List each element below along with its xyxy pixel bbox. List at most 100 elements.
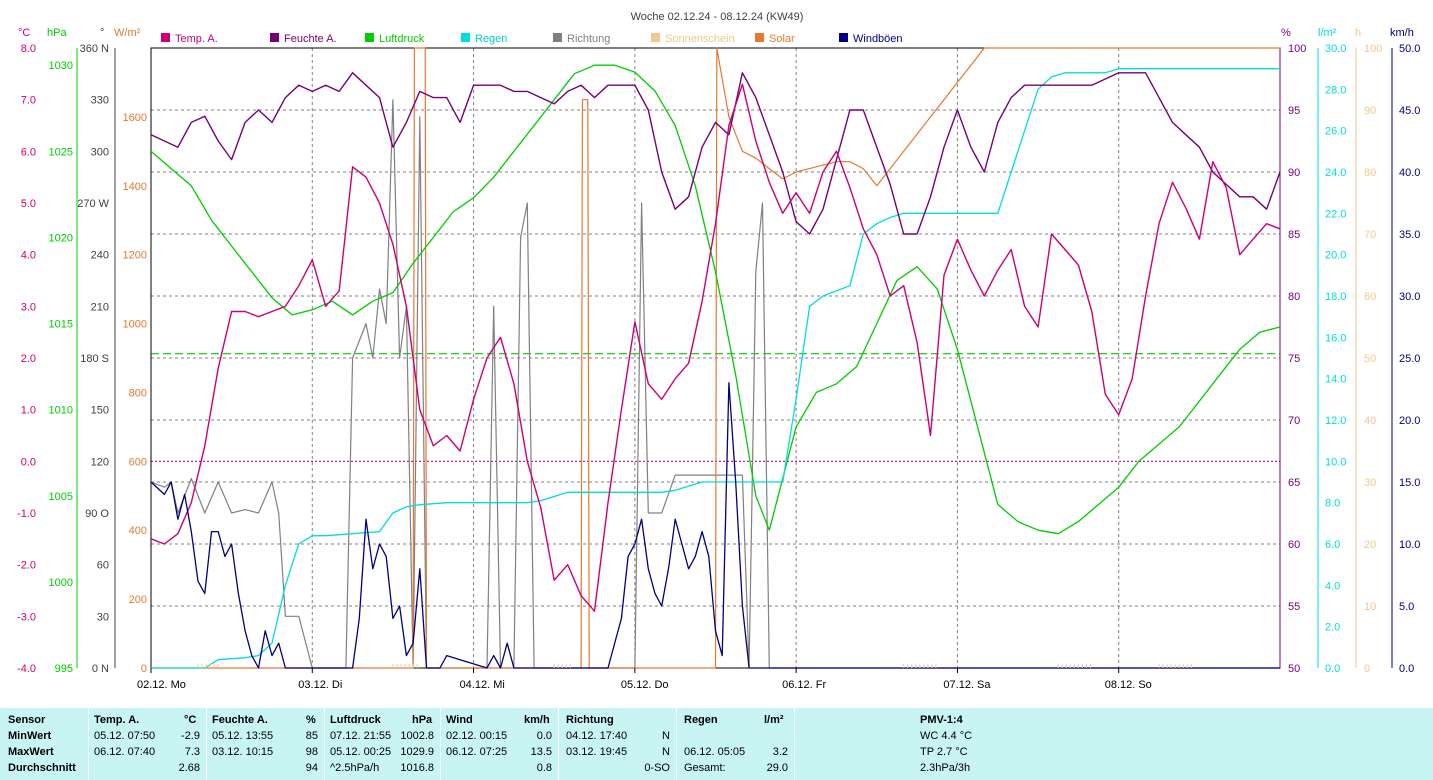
- sensor-header: Sensor: [8, 714, 46, 726]
- pmv-trend: 2.3hPa/3h: [920, 762, 971, 774]
- legend-label-pressure: Luftdruck: [379, 33, 425, 45]
- x-tick-label: 05.12. Do: [621, 679, 669, 691]
- pressure-min-time: 07.12. 21:55: [330, 730, 392, 742]
- pmv-header: PMV-1:4: [920, 714, 963, 726]
- rain-unit: l/m²: [764, 714, 784, 726]
- solar-tick-label: 1400: [123, 181, 147, 193]
- temp-tick-label: -3.0: [17, 611, 36, 623]
- pressure-line: [150, 64, 1281, 535]
- pressure-tick-label: 1020: [49, 232, 73, 244]
- direction-min-time: 04.12. 17:40: [566, 730, 628, 742]
- pressure-average: 1016.8: [400, 762, 434, 774]
- sunshine-tick-label: 40: [1364, 415, 1376, 427]
- gust-tick-label: 20.0: [1399, 415, 1420, 427]
- rain-tick-label: 24.0: [1325, 167, 1346, 179]
- rain-tick-label: 4.0: [1325, 580, 1340, 592]
- x-axis-ticks: 02.12. Mo 03.12. Di 04.12. Mi 05.12. Do 06.1…: [137, 668, 1152, 691]
- rain-header: Regen: [684, 714, 718, 726]
- legend-swatch-pressure: [365, 33, 374, 42]
- sunshine-tick-label: 70: [1364, 229, 1376, 241]
- pmv-block: PMV-1:4 WC 4.4 °C TP 2.7 °C 2.3hPa/3h: [794, 708, 1433, 780]
- humidity-max-value: 98: [305, 746, 318, 758]
- temp-max-time: 06.12. 07:40: [94, 746, 156, 758]
- wind-unit: km/h: [524, 714, 550, 726]
- wind-block: Wind km/h 02.12. 00:15 0.0 06.12. 07:25 …: [440, 708, 559, 780]
- solar-tick-label: 0: [141, 663, 147, 675]
- x-tick-label: 02.12. Mo: [137, 679, 186, 691]
- pressure-tick-label: 1005: [49, 491, 73, 503]
- temp-tick-label: 8.0: [21, 43, 36, 55]
- rain-tick-label: 10.0: [1325, 456, 1346, 468]
- rain-tick-label: 14.0: [1325, 374, 1346, 386]
- temp-tick-label: 3.0: [21, 301, 36, 313]
- temp-tick-label: 0.0: [21, 456, 36, 468]
- direction-tick-label: 30: [97, 611, 109, 623]
- x-tick-label: 06.12. Fr: [782, 679, 826, 691]
- pressure-max-time: 05.12. 00:25: [330, 746, 392, 758]
- direction-tick-label: 150: [91, 405, 109, 417]
- legend-label-humidity: Feuchte A.: [284, 33, 337, 45]
- gust-tick-label: 35.0: [1399, 229, 1420, 241]
- pressure-unit-label: hPa: [47, 27, 67, 39]
- axes: 8.0 7.0 6.0 5.0 4.0 3.0 2.0 1.0 0.0 -1.0 -2.0 -3.0 -…: [17, 43, 1420, 675]
- direction-block: Richtung 04.12. 17:40 N 03.12. 19:45 N 0…: [558, 708, 677, 780]
- pressure-tick-label: 1025: [49, 146, 73, 158]
- temp-average: 2.68: [178, 762, 200, 774]
- chart-title: Woche 02.12.24 - 08.12.24 (KW49): [631, 11, 804, 23]
- legend-swatch-humidity: [270, 33, 279, 42]
- humidity-tick-label: 70: [1288, 415, 1300, 427]
- weather-chart: Woche 02.12.24 - 08.12.24 (KW49) °C hPa ° W…: [17, 11, 1421, 691]
- rain-block: Regen l/m² 06.12. 05:05 3.2 Gesamt: 29.0: [676, 708, 795, 780]
- gust-line: [150, 382, 1280, 669]
- pressure-unit: hPa: [412, 714, 433, 726]
- rain-max-time: 06.12. 05:05: [684, 746, 746, 758]
- sunshine-tick-label: 50: [1364, 353, 1376, 365]
- solar-tick-label: 400: [129, 525, 147, 537]
- rain-tick-label: 0.0: [1325, 663, 1340, 675]
- humidity-tick-label: 55: [1288, 601, 1300, 613]
- sunshine-tick-label: 10: [1364, 601, 1376, 613]
- direction-tick-label: 360 N: [80, 43, 109, 55]
- temp-line: [150, 83, 1281, 612]
- temp-block: Temp. A. °C 05.12. 07:50 -2.9 06.12. 07:…: [88, 708, 207, 780]
- rain-tick-label: 28.0: [1325, 84, 1346, 96]
- humidity-tick-label: 95: [1288, 105, 1300, 117]
- rain-tick-label: 22.0: [1325, 208, 1346, 220]
- temp-min-time: 05.12. 07:50: [94, 730, 156, 742]
- axis-unit-labels: °C hPa ° W/m²% l/m² h km/h: [18, 27, 1414, 39]
- wind-min-time: 02.12. 00:15: [446, 730, 508, 742]
- rain-tick-label: 6.0: [1325, 539, 1340, 551]
- pressure-max-value: 1029.9: [400, 746, 434, 758]
- wind-average: 0.8: [536, 762, 552, 774]
- solar-tick-label: 200: [129, 594, 147, 606]
- wind-min-value: 0.0: [536, 730, 552, 742]
- direction-tick-label: 90 O: [85, 508, 109, 520]
- rain-total-value: 29.0: [766, 762, 788, 774]
- gust-tick-label: 40.0: [1399, 167, 1420, 179]
- legend-label-gust: Windböen: [853, 33, 903, 45]
- x-tick-label: 04.12. Mi: [460, 679, 505, 691]
- temp-unit: °C: [184, 714, 197, 726]
- direction-tick-label: 120: [91, 456, 109, 468]
- sunshine-unit-label: h: [1355, 27, 1361, 39]
- direction-line: [150, 99, 1280, 669]
- solar-tick-label: 1200: [123, 250, 147, 262]
- temp-tick-label: -1.0: [17, 508, 36, 520]
- sensor-block: Sensor MinWert MaxWert Durchschnitt: [0, 708, 89, 780]
- temp-tick-label: -2.0: [17, 560, 36, 572]
- humidity-unit-label: %: [1281, 27, 1291, 39]
- humidity-line: [150, 72, 1281, 235]
- temp-tick-label: 6.0: [21, 146, 36, 158]
- gust-tick-label: 10.0: [1399, 539, 1420, 551]
- direction-tick-label: 180 S: [80, 353, 109, 365]
- rain-tick-label: 18.0: [1325, 291, 1346, 303]
- pressure-tick-label: 1015: [49, 319, 73, 331]
- humidity-tick-label: 80: [1288, 291, 1300, 303]
- gust-tick-label: 25.0: [1399, 353, 1420, 365]
- rain-tick-label: 2.0: [1325, 622, 1340, 634]
- temp-tick-label: 4.0: [21, 250, 36, 262]
- legend-swatch-gust: [839, 33, 848, 42]
- rain-tick-label: 16.0: [1325, 332, 1346, 344]
- rain-tick-label: 26.0: [1325, 126, 1346, 138]
- sunshine-tick-label: 80: [1364, 167, 1376, 179]
